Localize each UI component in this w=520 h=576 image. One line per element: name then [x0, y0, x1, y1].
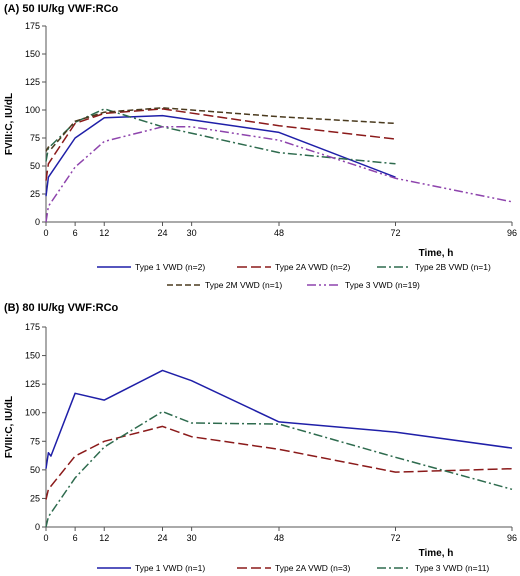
x-axis-label: Time, h: [419, 248, 454, 259]
x-tick-label: 24: [157, 533, 167, 543]
legend-item: Type 1 VWD (n=1): [97, 563, 205, 573]
legend-item: Type 2M VWD (n=1): [167, 280, 282, 290]
y-tick-label: 150: [25, 351, 40, 361]
y-tick-label: 50: [30, 161, 40, 171]
legend-item: Type 2A VWD (n=2): [237, 262, 351, 272]
y-tick-label: 25: [30, 493, 40, 503]
legend-item: Type 1 VWD (n=2): [97, 262, 205, 272]
y-tick-label: 25: [30, 189, 40, 199]
legend-label: Type 1 VWD (n=2): [135, 262, 205, 272]
legend-label: Type 3 VWD (n=11): [415, 563, 489, 573]
x-tick-label: 48: [274, 228, 284, 238]
series-line-1: [45, 425, 513, 500]
y-tick-label: 100: [25, 408, 40, 418]
legend-item: Type 3 VWD (n=19): [307, 280, 420, 290]
y-tick-label: 175: [25, 322, 40, 332]
y-tick-label: 175: [25, 21, 40, 31]
x-tick-label: 12: [99, 533, 109, 543]
x-tick-label: 96: [507, 228, 517, 238]
legend-item: Type 2B VWD (n=1): [377, 262, 491, 272]
x-tick-label: 72: [390, 533, 400, 543]
series-line-2: [45, 410, 513, 528]
y-tick-label: 125: [25, 379, 40, 389]
panel-a-title: (A) 50 IU/kg VWF:RCo: [4, 3, 119, 15]
series-line-4: [45, 126, 513, 223]
y-tick-label: 150: [25, 49, 40, 59]
legend-label: Type 2A VWD (n=2): [275, 262, 351, 272]
x-tick-label: 48: [274, 533, 284, 543]
series-line-0: [45, 114, 396, 197]
x-tick-label: 96: [507, 533, 517, 543]
legend-label: Type 2M VWD (n=1): [205, 280, 282, 290]
x-tick-label: 30: [187, 228, 197, 238]
series-line-3: [45, 107, 396, 152]
series-line-0: [45, 369, 513, 469]
y-tick-label: 0: [35, 522, 40, 532]
y-axis-label: FVIII:C, IU/dL: [4, 93, 15, 155]
legend-label: Type 3 VWD (n=19): [345, 280, 420, 290]
x-tick-label: 0: [43, 228, 48, 238]
y-tick-label: 100: [25, 105, 40, 115]
series-line-1: [45, 108, 396, 181]
legend-label: Type 2B VWD (n=1): [415, 262, 491, 272]
x-tick-label: 30: [187, 533, 197, 543]
x-tick-label: 0: [43, 533, 48, 543]
x-tick-label: 72: [390, 228, 400, 238]
x-tick-label: 6: [73, 228, 78, 238]
legend-label: Type 1 VWD (n=1): [135, 563, 205, 573]
y-tick-label: 0: [35, 217, 40, 227]
legend-item: Type 3 VWD (n=11): [377, 563, 489, 573]
legend-item: Type 2A VWD (n=3): [237, 563, 351, 573]
y-tick-label: 50: [30, 465, 40, 475]
x-tick-label: 24: [157, 228, 167, 238]
panel-b-title: (B) 80 IU/kg VWF:RCo: [4, 302, 119, 314]
legend-label: Type 2A VWD (n=3): [275, 563, 351, 573]
y-tick-label: 75: [30, 436, 40, 446]
y-tick-label: 125: [25, 77, 40, 87]
x-tick-label: 12: [99, 228, 109, 238]
y-axis-label: FVIII:C, IU/dL: [4, 396, 15, 458]
x-tick-label: 6: [73, 533, 78, 543]
chart-panel-a: 0 25 50 75 100 125 150 175 0 6 12 24 30 48 72 96 Time, h…: [4, 21, 517, 290]
x-axis-label: Time, h: [419, 548, 454, 559]
chart-panel-b: 0 25 50 75 100 125 150 175 0 6 12 24 30 48 72 96 Time, h…: [4, 322, 517, 573]
y-tick-label: 75: [30, 133, 40, 143]
